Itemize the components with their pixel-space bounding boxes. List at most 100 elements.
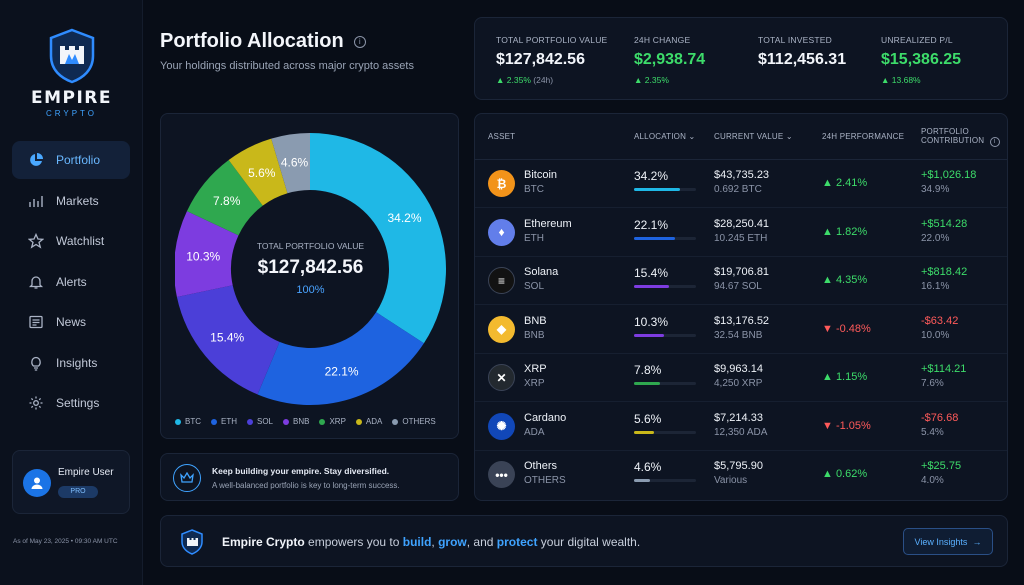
coin-glyph: ✕ bbox=[496, 370, 507, 385]
donut-center-label: TOTAL PORTFOLIO VALUE bbox=[256, 241, 365, 251]
brand-name: EMPIRE bbox=[30, 88, 113, 108]
column-header-24h-performance: 24H PERFORMANCE bbox=[822, 132, 905, 141]
sidebar-nav: Portfolio Markets Watchlist Alerts News … bbox=[12, 141, 130, 425]
banner-highlight-grow: grow bbox=[438, 535, 467, 549]
legend-item-others[interactable]: OTHERS bbox=[392, 417, 436, 426]
donut-slice-sol[interactable] bbox=[176, 285, 280, 395]
legend-label: ETH bbox=[221, 417, 237, 426]
asset-symbol: BTC bbox=[524, 184, 544, 195]
info-icon[interactable]: i bbox=[989, 136, 1000, 147]
legend-label: BTC bbox=[185, 417, 201, 426]
brand-subtitle: CRYPTO bbox=[45, 109, 98, 118]
legend-item-sol[interactable]: SOL bbox=[247, 417, 273, 426]
current-value: $13,176.52 bbox=[714, 314, 770, 327]
asset-name: Others bbox=[524, 460, 558, 472]
legend-item-bnb[interactable]: BNB bbox=[283, 417, 309, 426]
performance-24h: ▼ -1.05% bbox=[822, 419, 871, 432]
sidebar-item-portfolio[interactable]: Portfolio bbox=[12, 141, 130, 179]
asset-symbol: BNB bbox=[524, 329, 545, 341]
legend-swatch bbox=[247, 418, 253, 425]
current-value: $43,735.23 bbox=[714, 169, 770, 181]
donut-slice-label: 4.6% bbox=[281, 156, 309, 170]
holding-quantity: 10.245 ETH bbox=[714, 232, 768, 244]
sidebar-item-label: News bbox=[56, 315, 87, 329]
table-row[interactable]: ♦ Ethereum ETH 22.1% $28,250.41 10.245 ETH ▲ 1… bbox=[475, 209, 1007, 257]
legend-swatch bbox=[175, 418, 181, 425]
table-row[interactable]: ✺ Cardano ADA 5.6% $7,214.33 12,350 ADA ▼ -1.0… bbox=[475, 403, 1007, 451]
legend-swatch bbox=[283, 418, 290, 425]
header-divider bbox=[475, 159, 1007, 160]
donut-slice-others[interactable] bbox=[271, 133, 310, 194]
portfolio-stats: TOTAL PORTFOLIO VALUE $127,842.56 ▲ 2.35… bbox=[474, 17, 1008, 100]
stat-change-value: ▲ 2.35% bbox=[496, 75, 531, 85]
allocation-bar-fill bbox=[634, 479, 650, 482]
legend-item-xrp[interactable]: XRP bbox=[319, 417, 346, 426]
column-header-label-text: CONTRIBUTION bbox=[921, 135, 985, 145]
table-row[interactable]: ✕ XRP XRP 7.8% $9,963.14 4,250 XRP ▲ 1.15% +$11… bbox=[475, 354, 1007, 402]
table-row[interactable]: ••• Others OTHERS 4.6% $5,795.90 Various ▲ 0.6… bbox=[475, 451, 1007, 499]
donut-slice-eth[interactable] bbox=[257, 312, 424, 405]
banner-text-part: , bbox=[431, 535, 439, 549]
legend-item-btc[interactable]: BTC bbox=[175, 417, 201, 426]
banner-text-part: empowers you to bbox=[304, 535, 403, 549]
asset-symbol: ETH bbox=[524, 232, 544, 244]
asset-symbol: ADA bbox=[524, 426, 545, 438]
contribution-percent: 4.0% bbox=[921, 475, 944, 486]
sidebar-item-settings[interactable]: Settings bbox=[12, 384, 130, 422]
asset-name: Solana bbox=[524, 266, 559, 278]
banner-text: Empire Crypto empowers you to build, gro… bbox=[222, 535, 640, 549]
donut-center-percent: 100% bbox=[296, 284, 325, 296]
performance-24h: ▲ 1.15% bbox=[822, 371, 868, 383]
allocation-bar bbox=[634, 236, 696, 240]
table-row[interactable]: ₿ Bitcoin BTC 34.2% $43,735.23 0.692 BTC ▲ 2.4… bbox=[475, 160, 1007, 208]
donut-slice-ada[interactable] bbox=[228, 138, 288, 206]
allocation-bar bbox=[634, 430, 696, 434]
donut-slice-bnb[interactable] bbox=[175, 211, 239, 297]
column-header-allocation[interactable]: ALLOCATION ⌄ bbox=[634, 114, 695, 159]
user-card[interactable]: Empire User PRO bbox=[12, 450, 130, 514]
others-coin-icon: ••• bbox=[488, 461, 515, 488]
stat-label: 24H CHANGE bbox=[634, 35, 691, 45]
column-header-current-value[interactable]: CURRENT VALUE ⌄ bbox=[714, 114, 793, 159]
sol-coin-icon: ≡ bbox=[488, 267, 515, 294]
stat-value: $2,938.74 bbox=[634, 51, 706, 68]
xrp-coin-icon: ✕ bbox=[488, 364, 515, 391]
sidebar-item-label: Watchlist bbox=[56, 234, 105, 248]
asset-symbol: SOL bbox=[524, 281, 545, 292]
castle-shield-icon bbox=[49, 28, 94, 84]
stat-value: $15,386.25 bbox=[881, 51, 962, 68]
contribution-percent: 5.4% bbox=[921, 426, 944, 438]
view-insights-button[interactable]: View Insights → bbox=[903, 528, 993, 555]
donut-slice-btc[interactable] bbox=[310, 133, 446, 344]
legend-label: SOL bbox=[257, 417, 274, 426]
performance-24h: ▲ 0.62% bbox=[822, 468, 868, 480]
legend-label: XRP bbox=[329, 417, 346, 426]
legend-swatch bbox=[392, 418, 399, 425]
coin-glyph: ✺ bbox=[496, 419, 507, 433]
stat-change: ▲ 2.35% (24h) bbox=[496, 75, 607, 85]
table-row[interactable]: ≡ Solana SOL 15.4% $19,706.81 94.67 SOL ▲ 4.35… bbox=[475, 257, 1007, 305]
info-icon[interactable]: i bbox=[353, 35, 366, 48]
legend-label: BNB bbox=[293, 417, 310, 426]
coin-glyph: ♦ bbox=[498, 225, 505, 239]
legend-item-ada[interactable]: ADA bbox=[355, 417, 382, 426]
allocation-percent: 7.8% bbox=[634, 363, 662, 377]
sidebar-item-news[interactable]: News bbox=[12, 303, 130, 341]
sidebar-item-watchlist[interactable]: Watchlist bbox=[12, 222, 130, 260]
contribution-value: +$25.75 bbox=[921, 460, 962, 472]
star-icon bbox=[27, 232, 45, 250]
contribution-value: -$63.42 bbox=[921, 314, 959, 327]
legend-item-eth[interactable]: ETH bbox=[211, 417, 237, 426]
brand-logo[interactable]: EMPIRE CRYPTO bbox=[0, 28, 143, 118]
banner-brand: Empire Crypto bbox=[222, 535, 305, 549]
sidebar-item-insights[interactable]: Insights bbox=[12, 344, 130, 382]
bar-chart-icon bbox=[27, 192, 45, 210]
contribution-percent: 22.0% bbox=[921, 232, 950, 244]
table-row[interactable]: ◆ BNB BNB 10.3% $13,176.52 32.54 BNB ▼ -0.48% -… bbox=[475, 306, 1007, 354]
current-value: $7,214.33 bbox=[714, 411, 763, 424]
sidebar-item-label: Markets bbox=[56, 193, 99, 208]
sidebar-item-markets[interactable]: Markets bbox=[12, 182, 130, 220]
stat-label: TOTAL PORTFOLIO VALUE bbox=[496, 35, 608, 45]
donut-slice-xrp[interactable] bbox=[186, 159, 263, 236]
sidebar-item-alerts[interactable]: Alerts bbox=[12, 263, 130, 301]
